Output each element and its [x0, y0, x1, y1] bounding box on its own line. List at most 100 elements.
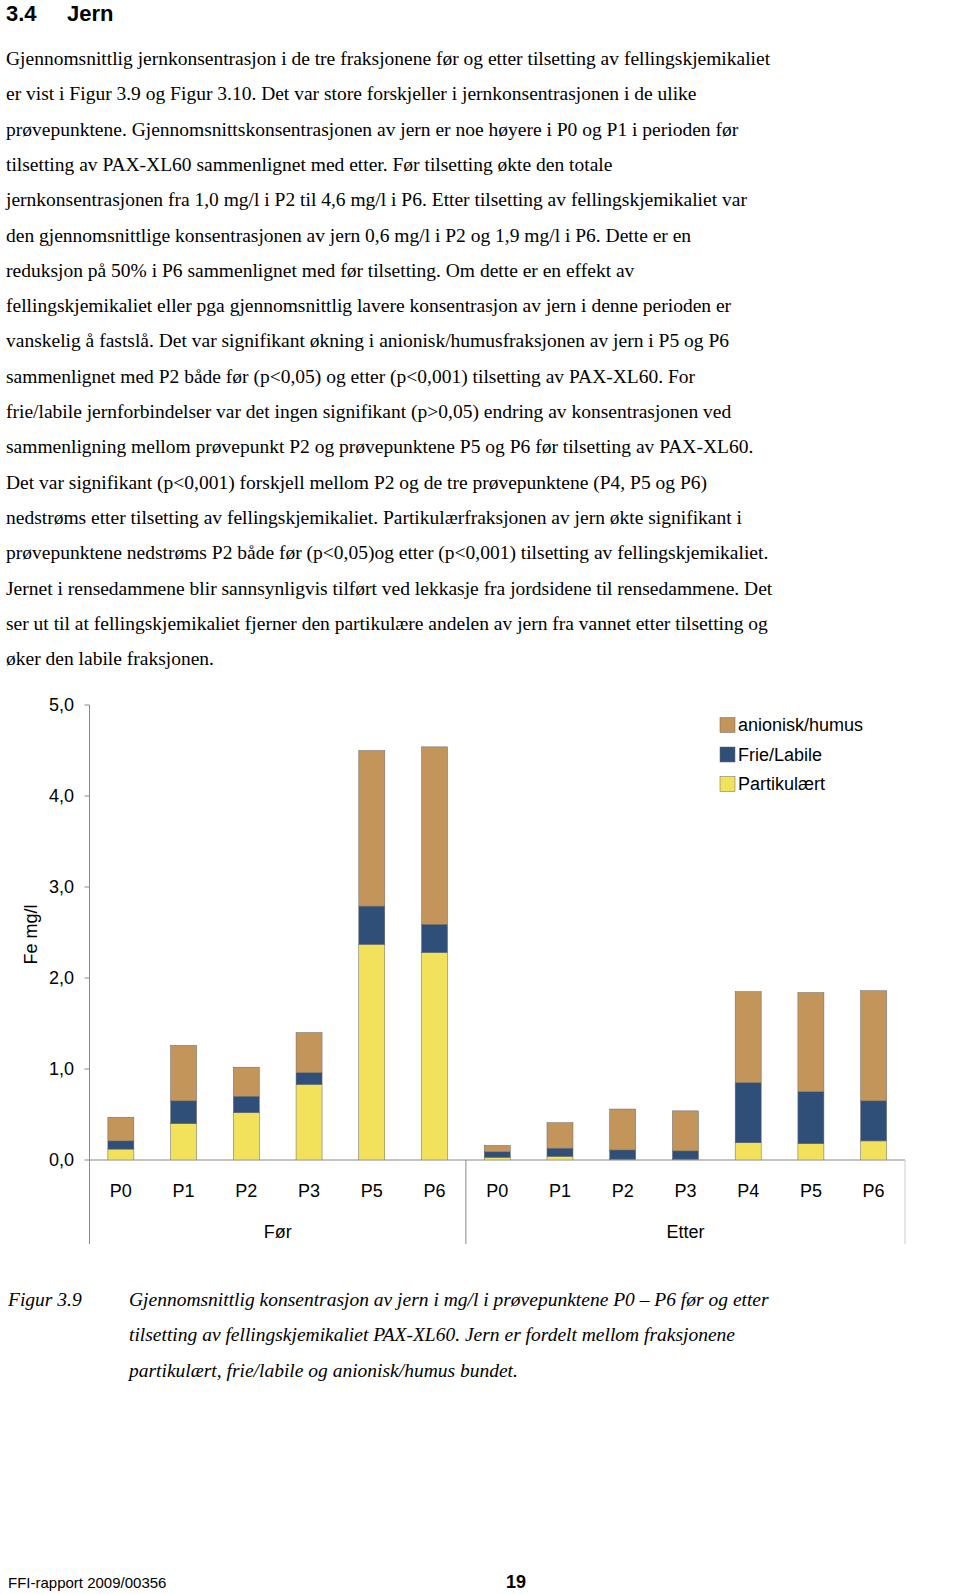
- bar-segment: [108, 1149, 134, 1160]
- group-label: Før: [264, 1222, 292, 1242]
- category-label: P0: [110, 1181, 132, 1201]
- category-label: P1: [173, 1181, 195, 1201]
- paragraph-line: Gjennomsnittlig jernkonsentrasjon i de t…: [6, 48, 771, 69]
- bar-segment: [861, 991, 887, 1101]
- y-tick: [85, 705, 90, 706]
- bar-segment: [610, 1109, 636, 1150]
- paragraph-line: den gjennomsnittlige konsentrasjonen av …: [6, 225, 691, 246]
- chart: 0,0 1,0 2,0 3,0 4,0 5,0 Fe mg/l P0 P1 P2 P3 P5 P6 P0 P…: [21, 695, 905, 1244]
- category-label: P1: [549, 1181, 571, 1201]
- paragraph-line: tilsetting av PAX-XL60 sammenlignet med …: [6, 154, 612, 175]
- paragraph-line: vanskelig å fastslå. Det var signifikant…: [6, 330, 729, 351]
- bar-segment: [484, 1145, 510, 1151]
- category-label: P0: [486, 1181, 508, 1201]
- bars: [108, 747, 887, 1160]
- bar-segment: [171, 1045, 197, 1101]
- paragraph-line: nedstrøms etter tilsetting av fellingskj…: [6, 507, 743, 528]
- category-label: P5: [800, 1181, 822, 1201]
- bar-segment: [484, 1152, 510, 1157]
- paragraph-line: sammenligning mellom prøvepunkt P2 og pr…: [6, 436, 753, 457]
- bar-segment: [735, 1083, 761, 1143]
- category-label: P2: [235, 1181, 257, 1201]
- bar-segment: [233, 1113, 259, 1160]
- bar-segment: [861, 1141, 887, 1160]
- y-tick: [85, 796, 90, 797]
- heading-number: 3.4: [6, 1, 37, 26]
- bar-segment: [547, 1148, 573, 1156]
- x-axis-end: [905, 1160, 906, 1244]
- y-axis-label: Fe mg/l: [21, 904, 41, 964]
- paragraph-line: er vist i Figur 3.9 og Figur 3.10. Det v…: [6, 83, 697, 104]
- bar-segment: [171, 1124, 197, 1160]
- paragraph-line: sammenlignet med P2 både før (p<0,05) og…: [6, 366, 696, 388]
- category-label: P2: [612, 1181, 634, 1201]
- y-tick-label: 5,0: [49, 695, 74, 715]
- bar-segment: [422, 924, 448, 952]
- y-tick: [85, 1160, 90, 1161]
- legend-label: Partikulært: [738, 774, 825, 794]
- bar-segment: [610, 1150, 636, 1159]
- category-label: P6: [424, 1181, 446, 1201]
- bar-segment: [171, 1101, 197, 1124]
- page-number: 19: [506, 1572, 526, 1592]
- y-tick: [85, 887, 90, 888]
- bar-segment: [798, 1144, 824, 1160]
- bar-segment: [359, 944, 385, 1160]
- legend-label: Frie/Labile: [738, 745, 822, 765]
- bar-segment: [798, 1092, 824, 1144]
- bar-segment: [422, 953, 448, 1160]
- y-axis: [89, 705, 90, 1244]
- bar-segment: [547, 1123, 573, 1148]
- bar-segment: [484, 1157, 510, 1160]
- y-tick-label: 1,0: [49, 1059, 74, 1079]
- category-label: P4: [737, 1181, 759, 1201]
- y-tick-label: 4,0: [49, 786, 74, 806]
- bar-segment: [296, 1073, 322, 1085]
- category-label: P5: [361, 1181, 383, 1201]
- category-label: P3: [298, 1181, 320, 1201]
- group-divider: [465, 1160, 466, 1244]
- bar-segment: [798, 993, 824, 1092]
- y-tick: [85, 1069, 90, 1070]
- bar-segment: [547, 1156, 573, 1160]
- paragraph-line: prøvepunktene nedstrøms P2 både før (p<0…: [6, 542, 768, 564]
- legend-swatch: [720, 777, 735, 792]
- bar-segment: [672, 1151, 698, 1159]
- category-label: P6: [863, 1181, 885, 1201]
- bar-segment: [735, 992, 761, 1083]
- paragraph-line: Det var signifikant (p<0,001) forskjell …: [6, 472, 707, 494]
- bar-segment: [359, 906, 385, 944]
- bar-segment: [422, 747, 448, 924]
- paragraph-line: reduksjon på 50% i P6 sammenlignet med f…: [6, 260, 635, 281]
- legend-swatch: [720, 718, 735, 733]
- bar-segment: [735, 1143, 761, 1160]
- bar-segment: [108, 1141, 134, 1149]
- footer: FFI-rapport 2009/00356: [8, 1574, 166, 1591]
- caption-line: Gjennomsnittlig konsentrasjon av jern i …: [129, 1289, 769, 1310]
- paragraph-line: Jernet i rensedammene blir sannsynligvis…: [6, 578, 773, 599]
- paragraph-line: prøvepunktene. Gjennomsnittskonsentrasjo…: [6, 119, 739, 140]
- y-tick-label: 3,0: [49, 877, 74, 897]
- legend: anionisk/humus Frie/Labile Partikulært: [720, 715, 863, 794]
- caption-line: tilsetting av fellingskjemikaliet PAX-XL…: [129, 1324, 735, 1345]
- bar-segment: [108, 1117, 134, 1141]
- y-tick-label: 2,0: [49, 968, 74, 988]
- bar-segment: [359, 751, 385, 907]
- y-tick: [85, 978, 90, 979]
- caption-label: Figur 3.9: [7, 1289, 82, 1310]
- legend-swatch: [720, 747, 735, 762]
- paragraph-line: øker den labile fraksjonen.: [6, 648, 214, 669]
- bar-segment: [233, 1067, 259, 1096]
- bar-segment: [672, 1111, 698, 1151]
- caption-line: partikulært, frie/labile og anionisk/hum…: [127, 1360, 518, 1381]
- paragraph-line: ser ut til at fellingskjemikaliet fjerne…: [6, 613, 768, 634]
- heading: Jern: [67, 1, 113, 26]
- bar-segment: [233, 1096, 259, 1112]
- legend-label: anionisk/humus: [738, 715, 863, 735]
- y-tick-label: 0,0: [49, 1150, 74, 1170]
- paragraph-line: jernkonsentrasjonen fra 1,0 mg/l i P2 ti…: [5, 189, 747, 210]
- group-label: Etter: [666, 1222, 704, 1242]
- paragraph-line: fellingskjemikaliet eller pga gjennomsni…: [6, 295, 732, 316]
- bar-segment: [296, 1084, 322, 1160]
- paragraph-line: frie/labile jernforbindelser var det ing…: [6, 401, 731, 423]
